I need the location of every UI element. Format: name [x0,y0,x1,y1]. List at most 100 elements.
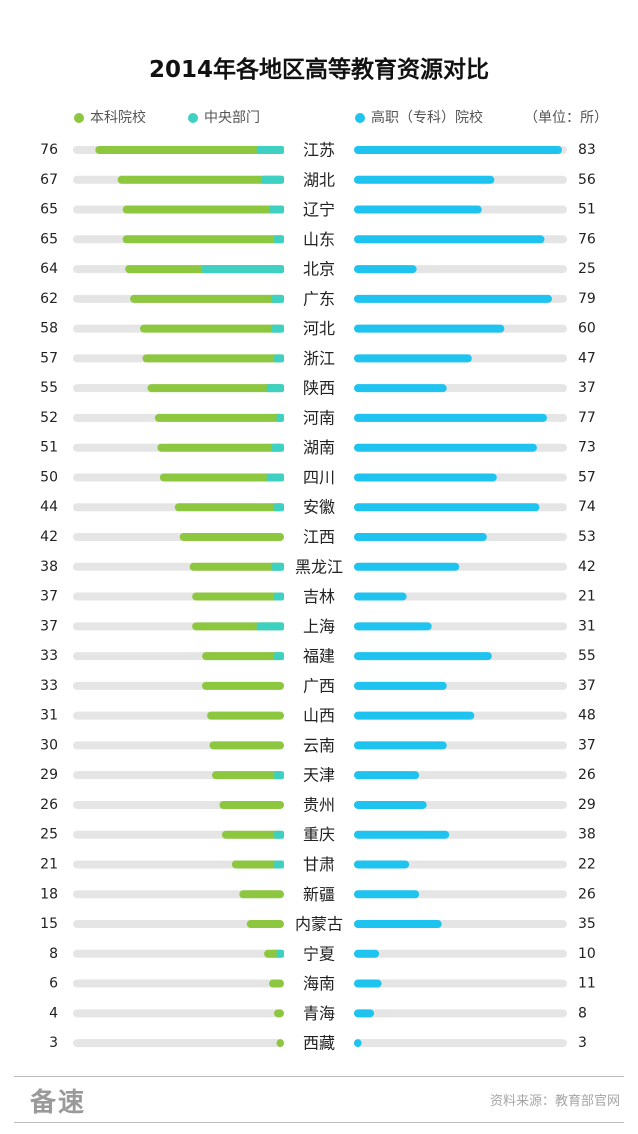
vocational-value-label: 8 [578,1005,587,1021]
province-label: 云南 [303,736,335,755]
central-bar [271,443,284,452]
undergrad-value-label: 25 [40,827,58,843]
undergrad-bar [219,800,284,809]
undergrad-value-label: 65 [40,231,58,247]
undergrad-bar [140,324,284,333]
vocational-bar [354,443,537,452]
central-bar [271,562,284,571]
vocational-bar [354,830,450,839]
vocational-bar [354,711,475,720]
central-bar [276,413,284,422]
undergrad-bar [159,473,284,482]
vocational-value-label: 79 [578,291,596,307]
central-bar [266,473,284,482]
vocational-bar [354,860,410,869]
undergrad-bar [122,205,284,214]
vocational-value-label: 53 [578,529,596,545]
province-label: 重庆 [303,825,335,844]
brand-logo: 备速 [30,1088,87,1118]
legend-central: 中央部门 [188,107,260,127]
undergrad-bar [212,771,284,780]
province-label: 广东 [303,289,335,308]
vocational-bar [354,681,447,690]
central-bar [256,622,284,631]
vocational-value-label: 26 [578,886,596,902]
left-bar-track [73,979,284,988]
undergrad-value-label: 18 [40,886,58,902]
province-label: 青海 [303,1004,335,1023]
vocational-value-label: 57 [578,469,596,485]
central-bar [274,235,284,244]
undergrad-bar [179,533,284,542]
undergrad-bar [154,413,284,422]
undergrad-bar [246,920,284,929]
vocational-value-label: 37 [578,380,596,396]
undergrad-value-label: 33 [40,678,58,694]
legend-undergrad-label: 本科院校 [90,110,146,126]
province-label: 河南 [303,408,335,427]
vocational-value-label: 55 [578,648,596,664]
undergrad-value-label: 58 [40,321,58,337]
vocational-value-label: 21 [578,589,596,605]
vocational-value-label: 37 [578,737,596,753]
undergrad-bar [157,443,284,452]
unit-label: （单位：所） [524,110,608,126]
undergrad-value-label: 33 [40,648,58,664]
vocational-value-label: 25 [578,261,596,277]
vocational-value-label: 48 [578,708,596,724]
vocational-bar [354,622,432,631]
vocational-bar [354,205,482,214]
vocational-bar [354,265,417,274]
legend-unit: （单位：所） [524,107,608,127]
province-label: 湖北 [303,170,335,189]
left-bar-track [73,1039,284,1048]
undergrad-bar [209,741,284,750]
left-bar-track [73,1009,284,1018]
undergrad-value-label: 31 [40,708,58,724]
undergrad-value-label: 65 [40,202,58,218]
vocational-value-label: 47 [578,350,596,366]
undergrad-bar [221,830,284,839]
vocational-value-label: 35 [578,916,596,932]
vocational-value-label: 3 [578,1035,587,1051]
province-label: 贵州 [303,795,335,814]
vocational-value-label: 74 [578,499,596,515]
legend-undergrad: 本科院校 [74,107,146,127]
undergrad-bar [239,890,284,899]
legend-vocational-dot [355,113,365,123]
vocational-bar [354,354,472,363]
undergrad-value-label: 51 [40,440,58,456]
central-bar [274,652,284,661]
vocational-value-label: 22 [578,856,596,872]
vocational-bar [354,652,492,661]
right-bar-track [354,1039,567,1048]
central-bar [256,146,284,154]
undergrad-bar [189,562,284,571]
vocational-bar [354,741,447,750]
vocational-value-label: 29 [578,797,596,813]
central-bar [274,771,284,780]
legend-vocational: 高职（专科）院校 [355,107,483,127]
central-bar [274,354,284,363]
central-bar [274,830,284,839]
undergrad-value-label: 62 [40,291,58,307]
undergrad-bar [274,1009,284,1018]
undergrad-value-label: 30 [40,737,58,753]
undergrad-bar [142,354,284,363]
vocational-bar [354,384,447,393]
vocational-bar [354,949,380,958]
province-label: 甘肃 [303,855,335,874]
vocational-bar [354,175,495,184]
vocational-bar [354,562,460,571]
undergrad-value-label: 37 [40,618,58,634]
province-label: 北京 [303,260,335,279]
province-label: 辽宁 [303,200,335,219]
province-label: 新疆 [303,885,335,904]
central-bar [269,205,284,214]
left-bar-track [73,920,284,929]
central-bar [274,860,284,869]
undergrad-value-label: 52 [40,410,58,426]
undergrad-value-label: 55 [40,380,58,396]
chart-title: 2014年各地区高等教育资源对比 [148,57,489,83]
undergrad-value-label: 26 [40,797,58,813]
